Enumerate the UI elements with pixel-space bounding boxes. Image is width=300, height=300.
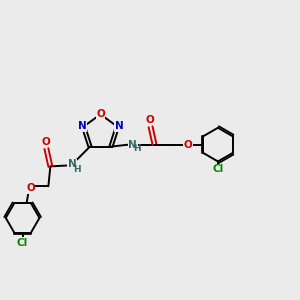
Text: N: N: [68, 159, 76, 170]
Text: N: N: [128, 140, 137, 150]
Text: N: N: [115, 121, 123, 131]
Text: O: O: [41, 136, 50, 147]
Text: O: O: [145, 115, 154, 125]
Text: Cl: Cl: [212, 164, 224, 174]
Text: H: H: [73, 165, 81, 174]
Text: H: H: [134, 144, 141, 153]
Text: O: O: [26, 183, 35, 193]
Text: O: O: [96, 109, 105, 119]
Text: N: N: [78, 121, 86, 131]
Text: Cl: Cl: [17, 238, 28, 248]
Text: O: O: [184, 140, 193, 150]
